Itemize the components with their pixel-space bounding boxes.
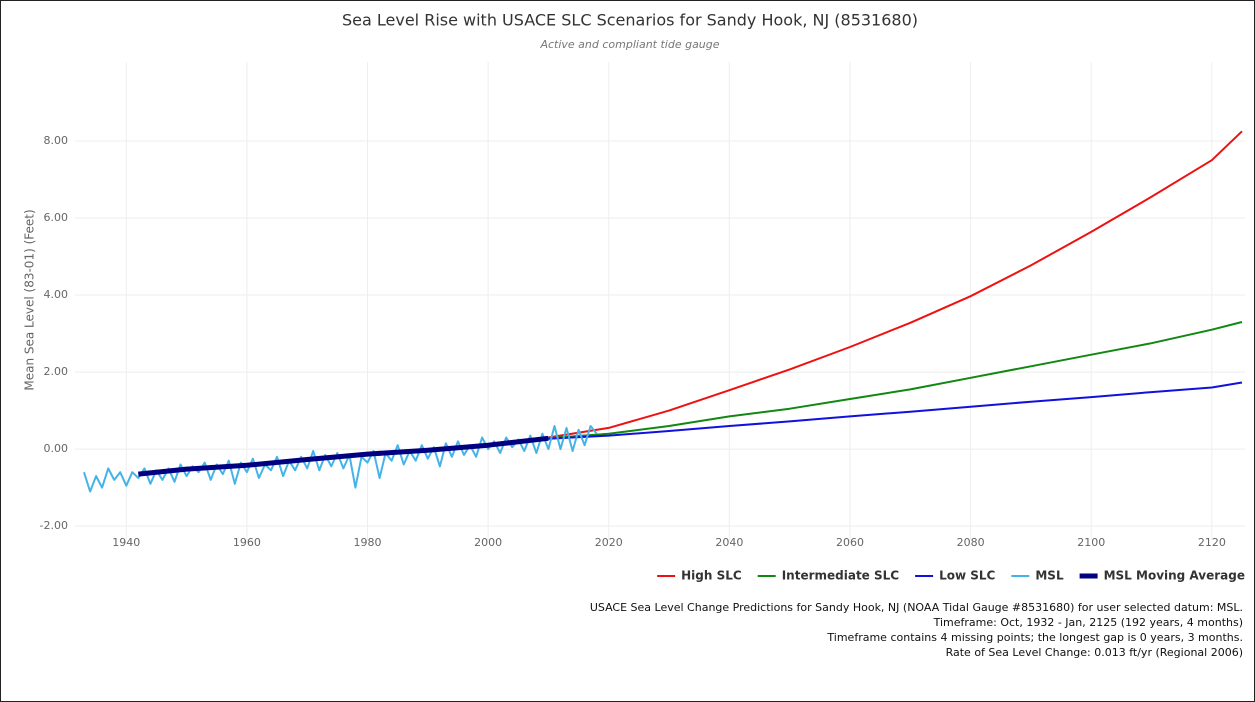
legend-label: Intermediate SLC (782, 569, 900, 583)
x-tick-label: 1940 (112, 536, 140, 549)
series-line (138, 435, 549, 477)
chart-subtitle: Active and compliant tide gauge (539, 38, 719, 51)
series-line (548, 130, 1243, 439)
y-axis-label: Mean Sea Level (83-01) (Feet) (23, 209, 37, 390)
series-line (548, 321, 1243, 440)
y-tick-label: 8.00 (44, 134, 69, 147)
x-tick-label: 2080 (957, 536, 985, 549)
y-tick-label: -2.00 (40, 519, 68, 532)
x-tick-label: 2100 (1077, 536, 1105, 549)
y-tick-label: 6.00 (44, 211, 69, 224)
y-tick-label: 0.00 (44, 442, 69, 455)
note: Rate of Sea Level Change: 0.013 ft/yr (R… (946, 646, 1243, 659)
note: Timeframe contains 4 missing points; the… (826, 631, 1243, 644)
legend-label: MSL Moving Average (1104, 569, 1245, 583)
legend-label: Low SLC (939, 569, 995, 583)
x-tick-label: 1980 (354, 536, 382, 549)
legend-label: MSL (1035, 569, 1064, 583)
x-tick-label: 2120 (1198, 536, 1226, 549)
y-tick-label: 4.00 (44, 288, 69, 301)
series-line (548, 381, 1243, 440)
x-tick-label: 1960 (233, 536, 261, 549)
x-tick-label: 2060 (836, 536, 864, 549)
chart-title: Sea Level Rise with USACE SLC Scenarios … (342, 11, 918, 30)
x-tick-label: 2000 (474, 536, 502, 549)
legend-label: High SLC (681, 569, 742, 583)
note: USACE Sea Level Change Predictions for S… (590, 601, 1243, 614)
x-tick-label: 2020 (595, 536, 623, 549)
y-tick-label: 2.00 (44, 365, 69, 378)
x-tick-label: 2040 (715, 536, 743, 549)
note: Timeframe: Oct, 1932 - Jan, 2125 (192 ye… (933, 616, 1243, 629)
